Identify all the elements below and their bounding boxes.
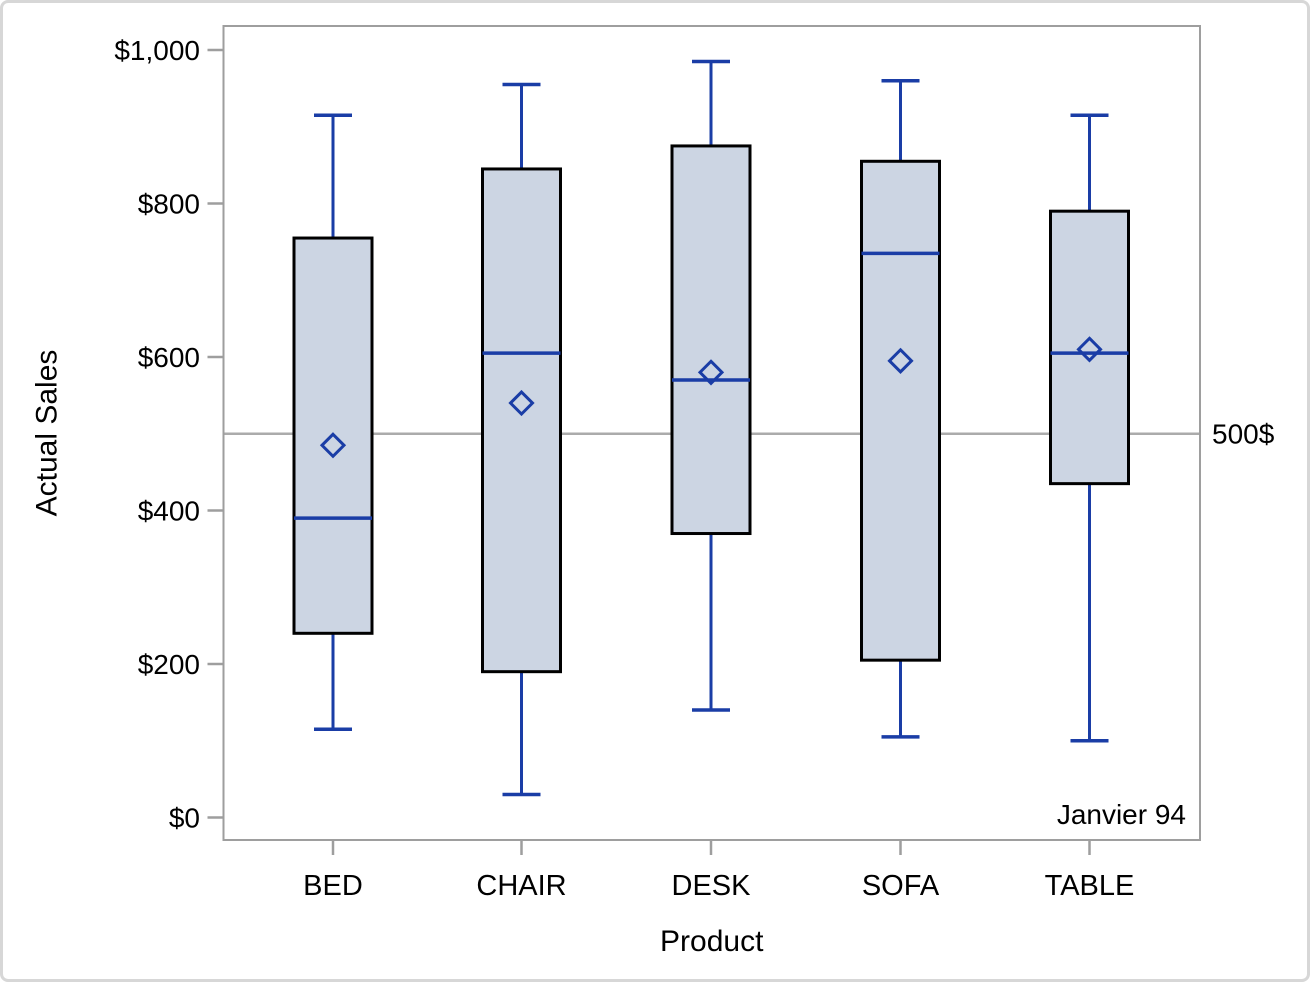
y-axis: $0 $200 $400 $600 $800 $1,000: [114, 35, 224, 833]
boxplot-chart-canvas: 500$ $0 $200 $400 $600 $800 $1,000 Actual Sales…: [31, 25, 1275, 958]
mean-diamond-icon: [697, 359, 725, 386]
y-axis-tick-label: $0: [169, 802, 200, 833]
y-axis-title: Actual Sales: [31, 350, 64, 517]
box-sofa: [860, 78, 941, 739]
mean-diamond-icon: [319, 432, 347, 459]
x-axis-label-table: TABLE: [1045, 870, 1135, 902]
mean-diamond-icon: [1076, 336, 1103, 363]
mean-diamond-icon: [887, 347, 914, 374]
mean-diamond-icon: [508, 389, 535, 417]
annotation-label: Janvier 94: [1057, 799, 1186, 830]
y-axis-tick-label: $600: [138, 342, 200, 373]
y-axis-tick-label: $400: [138, 495, 200, 526]
reference-line-label: 500$: [1212, 419, 1275, 450]
x-axis-label-sofa: SOFA: [862, 870, 940, 902]
x-axis-label-bed: BED: [303, 870, 363, 902]
box-rect: [481, 167, 562, 674]
y-axis-tick-label: $800: [138, 188, 200, 219]
box-rect: [670, 144, 752, 536]
x-axis: BED CHAIR DESK SOFA TABLE: [303, 841, 1134, 902]
box-chair: [481, 82, 562, 797]
x-axis-title: Product: [660, 925, 764, 958]
plot-frame: [222, 25, 1201, 841]
box-rect: [1049, 209, 1130, 486]
x-axis-label-chair: CHAIR: [476, 870, 566, 902]
y-axis-tick-label: $1,000: [114, 35, 200, 66]
y-axis-tick-label: $200: [138, 649, 200, 680]
x-axis-label-desk: DESK: [672, 870, 752, 902]
box-rect: [860, 159, 941, 662]
box-table: [1049, 113, 1130, 743]
box-bed: [292, 113, 374, 731]
box-desk: [670, 59, 752, 712]
